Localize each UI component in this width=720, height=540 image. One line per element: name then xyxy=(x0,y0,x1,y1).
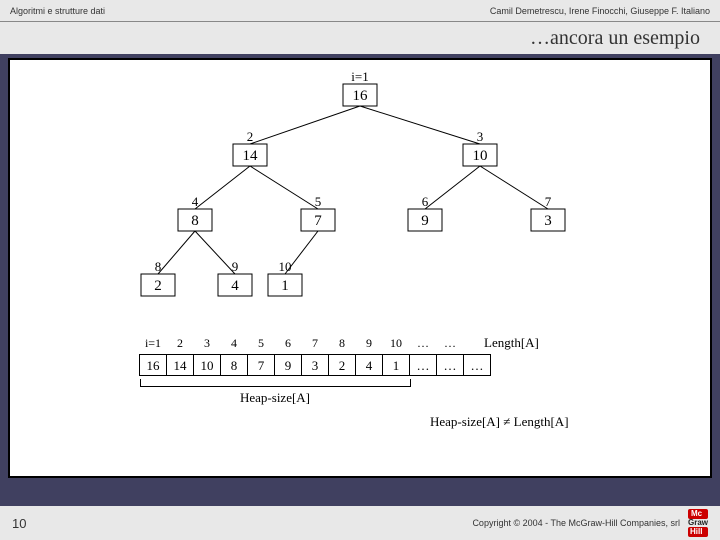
tree-node-label: 10 xyxy=(279,259,292,274)
array-cell: … xyxy=(409,354,437,376)
tree-node-label: 6 xyxy=(422,194,429,209)
array-index: 2 xyxy=(166,336,194,351)
heap-tree: 16 i=1 14 2 10 3 8 4 7 5 9 6 3 7 2 8 4 9 1 10 xyxy=(10,60,710,320)
tree-node-label: 3 xyxy=(477,129,484,144)
tree-node-value: 7 xyxy=(314,213,322,229)
array-index: 4 xyxy=(220,336,248,351)
heapsize-label: Heap-size[A] xyxy=(240,390,310,406)
tree-node-value: 10 xyxy=(473,148,488,164)
tree-node-value: 9 xyxy=(421,213,429,229)
tree-node-label: i=1 xyxy=(351,69,368,84)
array-cell: 16 xyxy=(139,354,167,376)
array-cell: 14 xyxy=(166,354,194,376)
array-index: 5 xyxy=(247,336,275,351)
tree-node-label: 9 xyxy=(232,259,239,274)
array-cell: 2 xyxy=(328,354,356,376)
array-index: 3 xyxy=(193,336,221,351)
tree-node-value: 2 xyxy=(154,278,162,294)
header-right: Camil Demetrescu, Irene Finocchi, Giusep… xyxy=(490,6,710,16)
tree-node-value: 16 xyxy=(353,88,369,104)
publisher-logo: McGrawHill xyxy=(688,509,708,537)
page-number: 10 xyxy=(12,516,26,531)
title-bar: …ancora un esempio xyxy=(0,22,720,54)
array-value-row: 1614108793241……… xyxy=(140,354,491,376)
slide-title: …ancora un esempio xyxy=(530,27,700,50)
heapsize-bracket xyxy=(140,379,411,387)
tree-node-value: 8 xyxy=(191,213,199,229)
array-cell: 3 xyxy=(301,354,329,376)
array-cell: 1 xyxy=(382,354,410,376)
array-cell: 10 xyxy=(193,354,221,376)
array-cell: … xyxy=(436,354,464,376)
tree-node-value: 14 xyxy=(243,148,259,164)
tree-node-label: 8 xyxy=(155,259,162,274)
tree-node-value: 3 xyxy=(544,213,552,229)
tree-node-label: 4 xyxy=(192,194,199,209)
array-cell: 7 xyxy=(247,354,275,376)
array-index: 10 xyxy=(382,336,410,351)
array-index: 7 xyxy=(301,336,329,351)
tree-node-label: 7 xyxy=(545,194,552,209)
array-index: i=1 xyxy=(139,336,167,351)
relation-label: Heap-size[A] ≠ Length[A] xyxy=(430,414,569,430)
tree-node-label: 2 xyxy=(247,129,254,144)
array-cell: 4 xyxy=(355,354,383,376)
array-index: 6 xyxy=(274,336,302,351)
array-cell: 9 xyxy=(274,354,302,376)
header-bar: Algoritmi e strutture dati Camil Demetre… xyxy=(0,0,720,22)
array-cell: 8 xyxy=(220,354,248,376)
array-index-row: i=12345678910…… xyxy=(140,335,464,351)
array-index: 8 xyxy=(328,336,356,351)
length-label: Length[A] xyxy=(484,335,539,351)
array-index: … xyxy=(409,336,437,351)
tree-node-value: 4 xyxy=(231,278,239,294)
array-index: … xyxy=(436,336,464,351)
copyright: Copyright © 2004 - The McGraw-Hill Compa… xyxy=(472,518,680,528)
tree-node-label: 5 xyxy=(315,194,322,209)
array-cell: … xyxy=(463,354,491,376)
tree-node-value: 1 xyxy=(281,278,289,294)
header-left: Algoritmi e strutture dati xyxy=(10,6,105,16)
array-index: 9 xyxy=(355,336,383,351)
footer: 10 Copyright © 2004 - The McGraw-Hill Co… xyxy=(0,506,720,540)
content-frame: 16i=1142103847596372849110 i=12345678910… xyxy=(8,58,712,478)
